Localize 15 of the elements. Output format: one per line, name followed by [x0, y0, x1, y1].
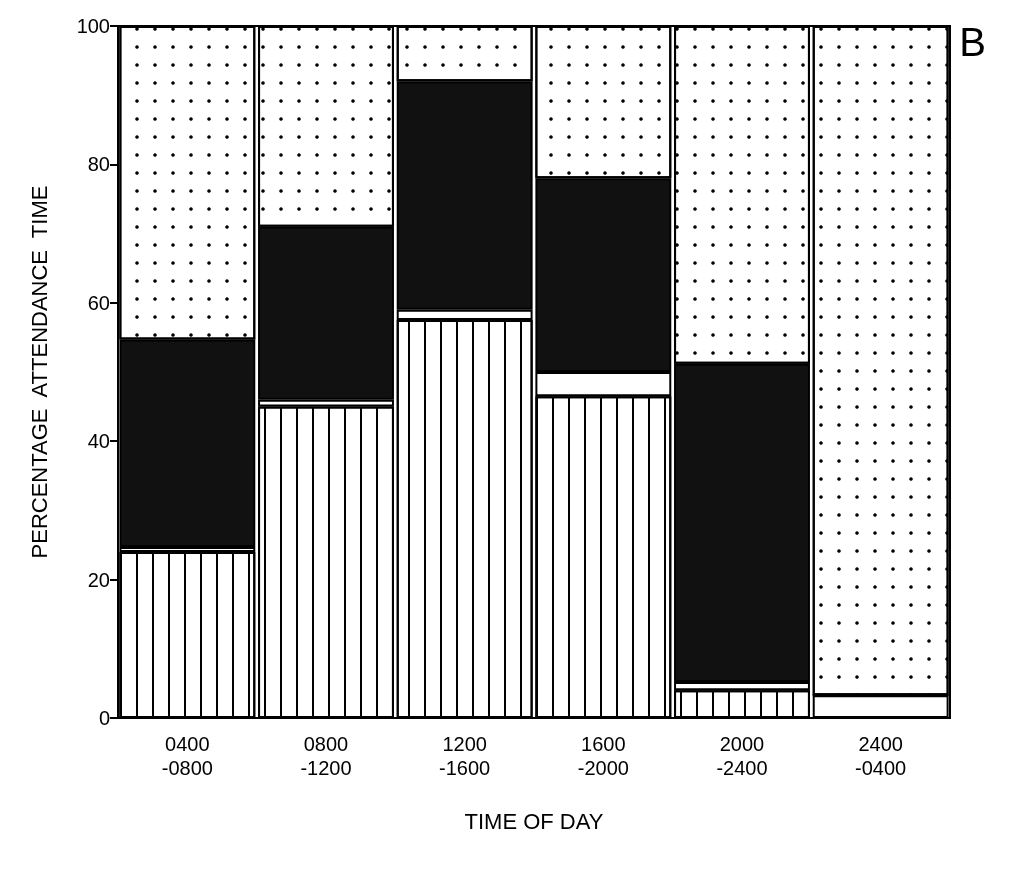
x-tick-label: 2400 -0400: [855, 733, 907, 779]
y-tick-label: 60: [87, 291, 110, 314]
x-tick-label: 2000 -2400: [716, 733, 768, 779]
y-tick-label: 40: [87, 430, 110, 453]
y-axis-title: PERCENTAGE ATTENDANCE TIME: [26, 185, 52, 559]
y-tick-label: 100: [76, 15, 110, 37]
x-tick-label: 1200 -1600: [439, 733, 491, 779]
y-tick-label: 20: [87, 568, 110, 591]
x-axis-title: TIME OF DAY: [464, 808, 604, 834]
x-tick-label: 0400 -0800: [161, 733, 213, 779]
text: B: [959, 20, 987, 64]
x-tick-label: 0800 -1200: [300, 733, 352, 779]
y-tick-label: 0: [98, 707, 110, 729]
x-tick-label: 1600 -2000: [577, 733, 629, 779]
y-tick-label: 80: [87, 153, 110, 176]
